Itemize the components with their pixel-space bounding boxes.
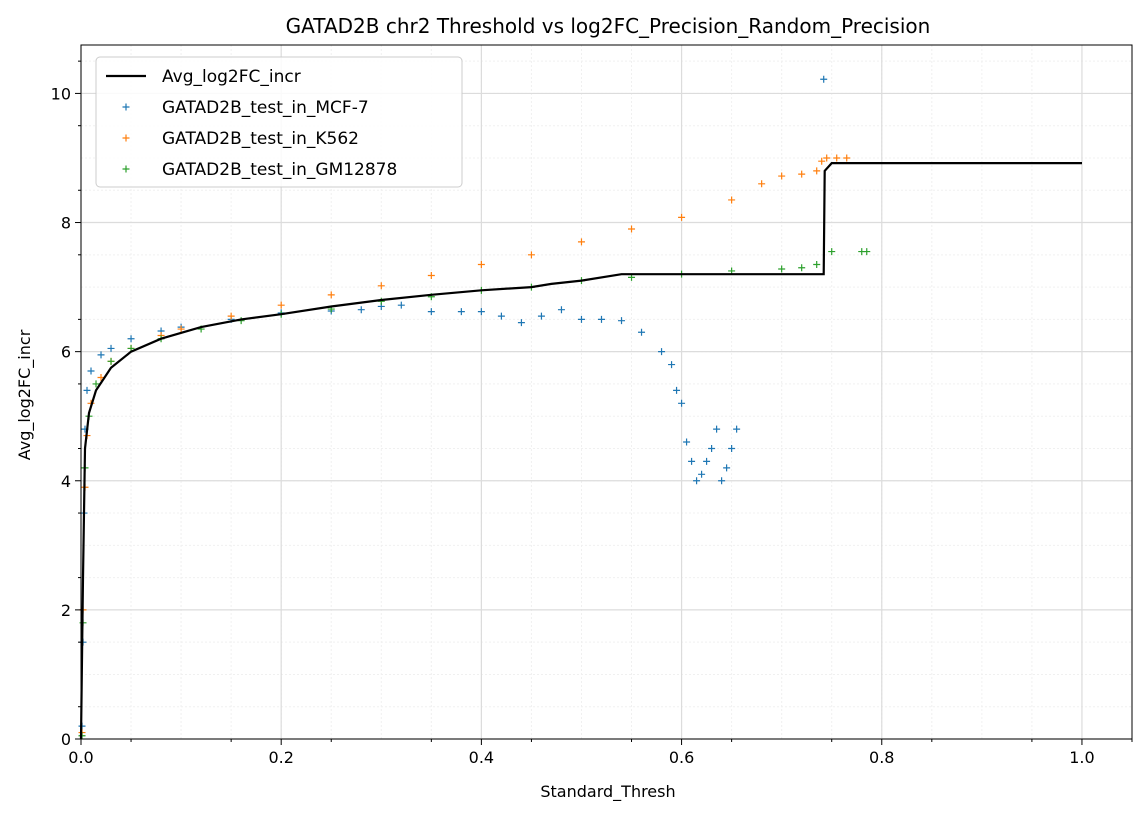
x-tick-label: 0.2 [268,748,293,767]
data-point [833,154,841,162]
data-point [557,306,565,314]
data-point [577,238,585,246]
data-point [723,464,731,472]
data-point [863,248,871,256]
data-point [693,477,701,485]
data-point [97,351,105,359]
data-point [628,225,636,233]
data-point [497,312,505,320]
data-point [813,167,821,175]
legend-marker-swatch [122,103,130,111]
data-point [277,301,285,309]
series-3 [78,248,871,740]
data-point [678,399,686,407]
axes: 0.0 0.2 0.4 0.6 0.8 1.0 0 2 4 6 8 10 [51,44,1133,767]
data-point [673,386,681,394]
series-0 [79,162,1082,740]
data-point [427,271,435,279]
x-tick-label: 0.0 [68,748,93,767]
data-point [798,264,806,272]
data-point [823,154,831,162]
data-point [683,438,691,446]
data-point [658,348,666,356]
data-point [577,315,585,323]
data-point [758,180,766,188]
data-point [778,172,786,180]
x-tick-label: 0.6 [669,748,694,767]
data-point [477,260,485,268]
data-point [818,157,826,165]
legend-marker-swatch [122,134,130,142]
data-point [813,260,821,268]
data-point [377,282,385,290]
data-point [618,317,626,325]
y-tick-label: 8 [61,214,71,233]
data-point [517,319,525,327]
y-tick-label: 0 [61,730,71,749]
x-tick-label: 0.4 [469,748,494,767]
plot-frame [80,44,1133,740]
legend-entry-label: GATAD2B_test_in_MCF-7 [162,98,369,118]
data-point [87,367,95,375]
series-2 [78,154,851,737]
data-point [728,444,736,452]
data-point [477,308,485,316]
legend-entry-label: GATAD2B_test_in_GM12878 [162,160,397,180]
data-point [698,470,706,478]
data-point [713,425,721,433]
data-point [733,425,741,433]
data-point [778,265,786,273]
x-axis-label: Standard_Thresh [540,782,675,802]
data-point [638,328,646,336]
x-tick-label: 0.8 [869,748,894,767]
chart-title: GATAD2B chr2 Threshold vs log2FC_Precisi… [286,14,931,38]
data-point [357,306,365,314]
data-point [708,444,716,452]
legend-entry-label: GATAD2B_test_in_K562 [162,129,359,149]
data-point [227,312,235,320]
data-point [92,380,100,388]
data-point [327,291,335,299]
legend-marker-swatch [122,165,130,173]
data-point [427,308,435,316]
data-point [107,344,115,352]
legend-entry-label: Avg_log2FC_incr [162,67,301,87]
data-point [820,75,828,83]
data-point [798,170,806,178]
series-layer [78,75,1082,740]
data-point [457,308,465,316]
data-point [107,357,115,365]
y-axis-label: Avg_log2FC_incr [15,329,35,460]
y-tick-label: 6 [61,343,71,362]
x-tick-label: 1.0 [1069,748,1094,767]
y-tick-label: 2 [61,601,71,620]
legend: Avg_log2FC_incr GATAD2B_test_in_MCF-7 GATA… [95,56,463,188]
data-point [718,477,726,485]
data-point [668,361,676,369]
data-point [83,386,91,394]
data-point [397,301,405,309]
data-point [678,213,686,221]
data-point [177,325,185,333]
series-line [79,162,1082,740]
data-point [703,457,711,465]
data-point [728,196,736,204]
y-tick-label: 4 [61,472,71,491]
y-tick-label: 10 [51,84,71,103]
data-point [527,251,535,259]
data-point [597,315,605,323]
data-point [828,248,836,256]
data-point [688,457,696,465]
data-point [537,312,545,320]
legend-box [95,56,463,188]
data-point [843,154,851,162]
data-point [127,335,135,343]
